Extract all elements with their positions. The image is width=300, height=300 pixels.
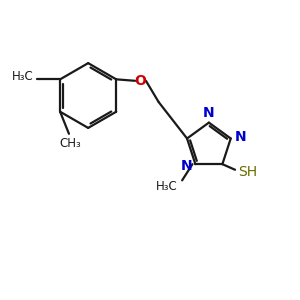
Text: H₃C: H₃C: [156, 180, 178, 193]
Text: CH₃: CH₃: [59, 137, 81, 150]
Text: N: N: [203, 106, 215, 120]
Text: N: N: [234, 130, 246, 144]
Text: N: N: [181, 159, 192, 172]
Text: SH: SH: [238, 164, 258, 178]
Text: H₃C: H₃C: [12, 70, 34, 83]
Text: O: O: [134, 74, 146, 88]
